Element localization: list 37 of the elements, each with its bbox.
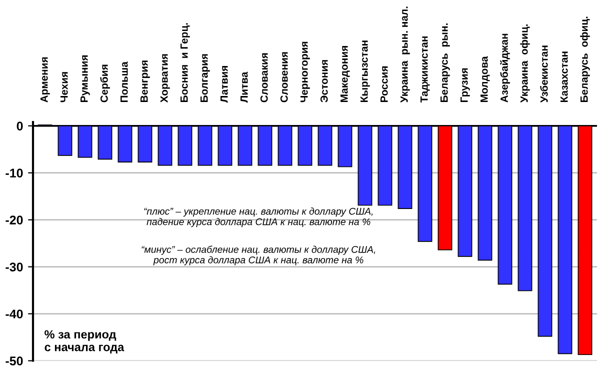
- x-tick-label: Украина офиц.: [520, 24, 530, 103]
- x-tick-label: Македония: [340, 46, 350, 102]
- x-tick-label: Болгария: [200, 54, 210, 102]
- x-tick-label: Кыргызстан: [360, 40, 370, 102]
- x-tick-label: Беларусь офиц.: [580, 16, 590, 102]
- y-tick-label: -40: [6, 310, 23, 318]
- x-tick-label: Беларусь рын.: [440, 24, 450, 102]
- x-tick-label: Сербия: [100, 64, 110, 102]
- y-tick-label: 0: [16, 122, 23, 131]
- x-tick-label: Россия: [380, 66, 388, 102]
- x-tick-label: Словения: [280, 52, 288, 102]
- x-tick-label: Грузия: [460, 68, 470, 102]
- x-tick-label: Молдова: [480, 56, 490, 102]
- x-tick-label: Польша: [120, 62, 128, 102]
- x-tick-label: Узбекистан: [540, 46, 548, 103]
- y-tick-label: -50: [6, 356, 23, 366]
- x-tick-label: Босния и Герц.: [180, 23, 190, 102]
- x-tick-label: Венгрия: [140, 60, 150, 102]
- y-tick-label: -10: [6, 168, 23, 178]
- x-tick-label: Черногория: [300, 42, 310, 102]
- x-tick-label: Эстония: [320, 60, 328, 102]
- x-tick-label: Литва: [240, 72, 248, 103]
- x-tick-label: Румыния: [80, 55, 90, 102]
- x-tick-label: Азербайджан: [500, 34, 510, 102]
- annotation: “минус” – ослабление нац. валюты к доллару США, рост курса доллара США к нац. валюте на %: [142, 246, 376, 266]
- annotation: % за период с начала года: [44, 330, 124, 354]
- x-tick-label: Словакия: [260, 53, 268, 102]
- y-tick-label: -30: [6, 262, 23, 272]
- x-tick-label: Латвия: [220, 66, 228, 103]
- x-tick-label: Армения: [40, 57, 50, 102]
- annotation: “плюс” – укрепление нац. валюты к доллару США, падение курса доллара США к нац. валюте на %: [144, 208, 373, 228]
- x-tick-label: Украина рын. нал.: [400, 6, 410, 103]
- x-tick-label: Чехия: [60, 72, 68, 102]
- x-tick-label: Таджикистан: [420, 36, 430, 103]
- x-tick-label: Хорватия: [160, 54, 170, 103]
- y-tick-label: -20: [6, 216, 23, 224]
- x-tick-label: Казахстан: [560, 52, 568, 102]
